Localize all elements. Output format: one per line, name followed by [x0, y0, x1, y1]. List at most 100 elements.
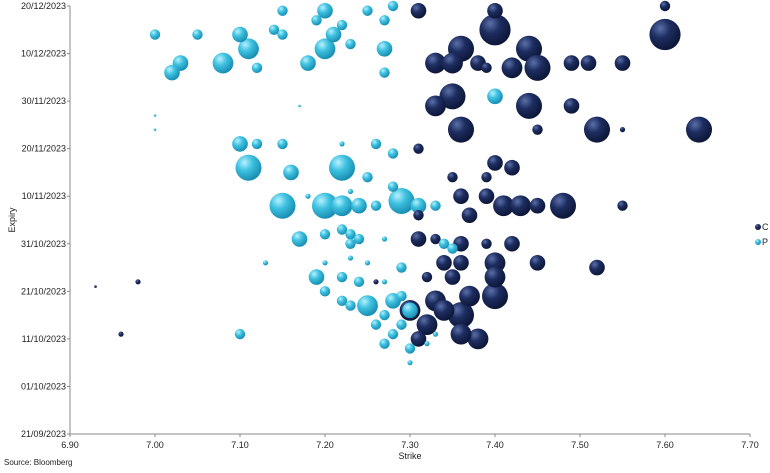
y-axis-title: Expiry: [7, 207, 17, 233]
bubble-put: [283, 164, 299, 181]
bubble-call: [550, 192, 576, 219]
bubble-put: [308, 269, 325, 285]
bubble-call: [481, 172, 492, 183]
bubble-put: [277, 5, 288, 16]
bubble-call: [433, 299, 455, 321]
bubble-call: [447, 172, 458, 183]
bubble-put: [410, 197, 427, 214]
x-tick-label: 7.40: [486, 440, 504, 450]
bubble-call: [410, 2, 427, 19]
bubble-put: [353, 276, 365, 288]
bubble-put: [345, 229, 356, 240]
bubble-put: [153, 128, 157, 131]
bubble-call: [442, 52, 463, 74]
bubble-put: [396, 319, 407, 330]
bubble-call: [504, 159, 520, 176]
bubble-put: [311, 15, 322, 26]
y-tick-label: 10/11/2023: [22, 191, 66, 201]
bubble-put: [387, 148, 399, 159]
legend-label-p: P: [762, 237, 768, 247]
bubble-put: [251, 138, 263, 150]
bubble-call: [461, 207, 478, 224]
source-note: Source: Bloomberg: [4, 458, 73, 467]
bubble-put: [339, 141, 345, 147]
bubble-call: [410, 331, 427, 347]
bubble-put: [262, 260, 269, 266]
bubble-put: [370, 138, 382, 150]
bubble-put: [336, 295, 348, 307]
bubble-call: [482, 283, 508, 310]
bubble-put: [268, 24, 280, 35]
bubble-put: [357, 295, 378, 316]
bubble-call: [504, 235, 520, 252]
bubble-put: [322, 260, 328, 266]
bubble-call: [493, 195, 514, 217]
x-tick-label: 7.50: [571, 440, 589, 450]
bubble-put: [396, 290, 407, 302]
bubble-put: [379, 338, 390, 349]
bubble-put: [291, 231, 308, 247]
bubble-put: [336, 224, 348, 235]
bubble-call: [487, 2, 503, 19]
bubble-call: [413, 210, 424, 221]
bubble-call: [659, 0, 671, 12]
bubble-put: [149, 29, 161, 40]
bubble-put: [153, 114, 157, 117]
y-tick-labels: 21/09/2023 01/10/2023 11/10/2023 21/10/2023…: [21, 1, 70, 439]
bubble-call: [439, 83, 466, 110]
bubble-call: [649, 18, 681, 51]
bubble-call: [589, 259, 605, 276]
bubble-put: [404, 343, 416, 354]
bubble-call: [481, 62, 492, 74]
bubble-call: [459, 285, 480, 307]
bubble-put: [298, 104, 301, 108]
bubble-put: [438, 238, 450, 249]
legend: C P: [755, 222, 769, 247]
bubble-put: [376, 41, 393, 57]
bubble-put: [232, 26, 248, 43]
bubble-call: [510, 195, 531, 217]
bubble-call: [478, 188, 495, 205]
y-tick-label: 21/10/2023: [21, 286, 66, 296]
bubble-put: [325, 26, 342, 43]
bubble-put: [232, 136, 248, 152]
bubble-call: [448, 116, 474, 143]
bubble-call: [448, 302, 474, 329]
bubble-call: [487, 155, 503, 171]
bubble-call: [467, 328, 489, 350]
bubble-put: [277, 138, 288, 150]
bubble-put: [164, 64, 180, 81]
bubble-call: [421, 271, 433, 283]
bubble-call: [484, 266, 506, 288]
bubble-put: [430, 200, 441, 211]
bubble-put: [370, 200, 382, 211]
bubble-put: [329, 154, 355, 181]
bubble-call: [529, 197, 546, 214]
y-tick-label: 10/12/2023: [21, 49, 66, 59]
bubble-put: [353, 233, 365, 245]
bubble-call: [524, 54, 551, 81]
bubble-put: [347, 255, 354, 261]
bubble-put: [345, 238, 356, 249]
bubble-put: [336, 19, 348, 31]
bubble-call: [614, 55, 631, 71]
y-tick-label: 11/10/2023: [22, 334, 66, 344]
x-tick-labels: 6.90 7.00 7.10 7.20 7.30 7.40 7.50 7.60 7.70: [61, 434, 759, 450]
bubble-put: [387, 0, 399, 12]
bubble-put: [317, 2, 333, 19]
bubble-put: [336, 271, 348, 283]
bubble-call: [450, 323, 472, 345]
bubble-put: [192, 29, 203, 40]
bubble-put: [362, 5, 373, 16]
bubble-put: [407, 360, 413, 366]
bubble-call: [413, 143, 424, 154]
bubble-put: [388, 187, 415, 214]
bubble-call: [118, 331, 124, 337]
bubble-call: [580, 55, 597, 71]
bubble-call: [563, 55, 580, 71]
bubble-call: [416, 314, 438, 336]
bubble-put: [319, 229, 331, 240]
bubble-put: [351, 197, 367, 214]
bubble-call: [481, 238, 492, 249]
